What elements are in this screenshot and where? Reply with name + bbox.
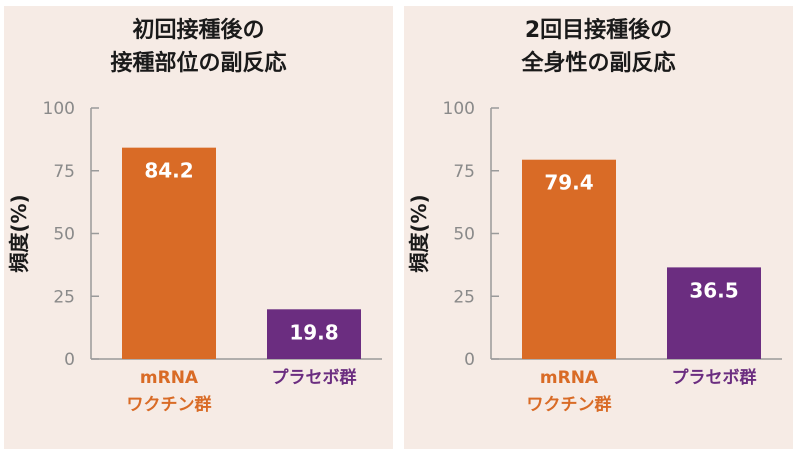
category-label: プラセボ群 [272, 367, 357, 388]
y-tick-label: 25 [453, 287, 475, 307]
chart-panel-left: 初回接種後の 接種部位の副反応 0 25 50 75 100 頻度(%) 84.2 mRNA ワ… [4, 6, 393, 449]
bar [122, 147, 216, 359]
y-tick-label: 75 [453, 162, 475, 182]
y-tick-label: 100 [43, 99, 75, 119]
category-label: mRNA [540, 368, 599, 388]
chart-title-line-2: 接種部位の副反応 [110, 51, 287, 76]
bar-value-label: 79.4 [544, 171, 593, 195]
chart-title-line-1: 初回接種後の [132, 18, 265, 43]
y-tick-label: 50 [53, 225, 75, 245]
y-tick-label: 75 [53, 162, 75, 182]
category-label: mRNA [140, 368, 199, 388]
y-tick-label: 0 [464, 350, 475, 370]
bar [522, 159, 616, 359]
y-tick-label: 0 [64, 350, 75, 370]
bar-chart-svg: 0 25 50 75 100 頻度(%) 79.4 mRNA ワクチン群 36.5 プラセボ群 [407, 99, 782, 415]
bar-value-label: 19.8 [289, 320, 338, 344]
y-tick-label: 25 [53, 287, 75, 307]
y-axis-label: 頻度(%) [7, 194, 31, 272]
y-tick-label: 100 [443, 99, 475, 119]
chart-panel-right: 2回目接種後の 全身性の副反応 0 25 50 75 100 頻度(%) 79.4 mRNA ワ… [404, 6, 793, 449]
bar [267, 309, 361, 359]
category-label: ワクチン群 [127, 394, 212, 415]
bar [667, 267, 761, 359]
y-tick-label: 50 [453, 225, 475, 245]
chart-title-line-2: 全身性の副反応 [521, 51, 676, 76]
category-label: ワクチン群 [527, 394, 612, 415]
chart-title: 2回目接種後の 全身性の副反応 [404, 14, 793, 80]
category-label: プラセボ群 [672, 367, 757, 388]
bar-chart-svg: 0 25 50 75 100 頻度(%) 84.2 mRNA ワクチン群 19.8 プラセボ群 [7, 99, 382, 415]
chart-title-line-1: 2回目接種後の [524, 18, 673, 43]
y-axis-label: 頻度(%) [407, 194, 431, 272]
chart-title: 初回接種後の 接種部位の副反応 [4, 14, 393, 80]
bar-value-label: 84.2 [144, 159, 193, 183]
bar-value-label: 36.5 [689, 278, 738, 302]
